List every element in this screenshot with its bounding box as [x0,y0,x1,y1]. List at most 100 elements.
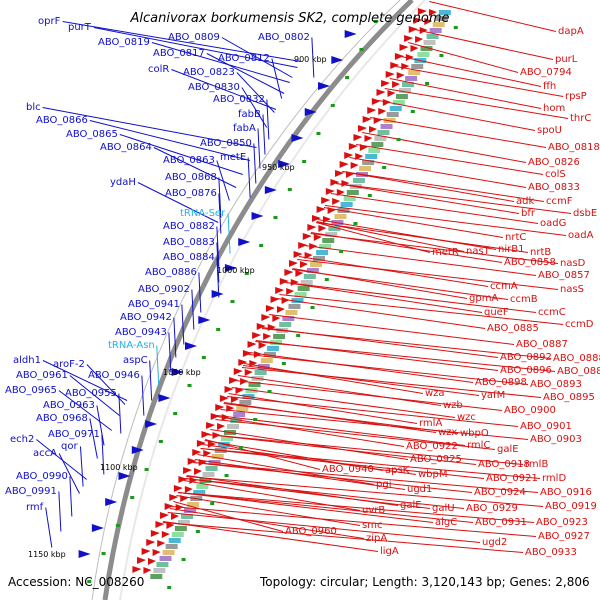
content-block [432,22,445,27]
gene-label: zipA [366,533,387,544]
leader-line [248,354,529,385]
leader-line [193,462,473,493]
forward-gene-arrow [166,522,175,529]
leader-line [261,328,552,359]
content-block [227,424,240,429]
forward-gene-arrow [353,134,363,141]
leader-line [216,160,230,201]
reverse-gene-arrow [105,498,118,506]
reverse-gene-arrow [185,342,198,350]
forward-gene-arrow [376,89,386,96]
forward-gene-arrow [178,476,188,483]
gene-label: wzc [457,412,476,423]
content-block [343,196,356,201]
tick-mark [115,524,120,527]
forward-gene-arrow [242,350,252,357]
accession-text: Accession: NC_008260 [8,575,144,589]
gene-label: rmf [26,502,44,513]
forward-gene-arrow [275,287,285,294]
tick-label: 1100 kbp [100,463,138,472]
gene-label: oadG [540,218,566,229]
tick-mark [439,54,444,57]
forward-gene-arrow [307,224,317,231]
content-block [395,94,408,99]
gene-label: ABO_0826 [528,157,580,168]
content-block [202,472,215,477]
leader-line [153,147,237,188]
gene-label: ABO_0833 [528,182,580,193]
leader-line [249,352,474,383]
gene-label: nirB1 [498,244,524,255]
forward-gene-arrow [311,215,321,222]
content-block [398,88,411,93]
leader-line [266,99,270,140]
leader-line [277,298,486,329]
forward-gene-arrow [148,558,157,565]
genome-title: Alcanivorax borkumensis SK2, complete ge… [129,11,449,26]
reverse-gene-arrow [171,368,184,376]
gene-label: fabA [233,123,256,134]
forward-gene-arrow [286,288,295,295]
gene-label: ABO_0918 [478,459,530,470]
content-block [377,130,390,135]
gene-label: spoU [537,125,562,136]
content-block [316,250,329,255]
content-block [263,352,276,357]
content-block [279,322,292,327]
reverse-gene-arrow [291,134,304,142]
gene-label: blc [26,102,41,113]
forward-gene-arrow [249,360,258,367]
tick-mark [210,502,215,505]
gene-label: ABO_0818 [548,142,600,153]
reverse-gene-arrow [118,472,131,480]
leader-line [204,439,321,470]
leader-line [141,375,145,416]
content-block [322,238,335,243]
topology-text: Topology: circular; Length: 3,120,143 bp… [259,575,590,589]
gene-label: ABO_0919 [545,501,597,512]
content-block [220,436,233,441]
forward-gene-arrow [146,539,156,546]
forward-gene-arrow [322,216,331,223]
gene-label: wzb [443,400,463,411]
content-block [402,82,415,87]
reverse-gene-arrow [278,160,291,168]
leader-line [253,143,257,184]
content-block [365,154,378,159]
forward-gene-arrow [410,45,419,52]
gene-label: purT [68,22,92,33]
tick-mark [167,586,172,589]
gene-label: rmlB [525,459,548,470]
leader-line [177,492,474,523]
content-block [420,46,433,51]
leader-line [200,448,541,479]
leader-line [194,459,406,490]
forward-gene-arrow [290,279,299,286]
gene-label: ABO_0883 [163,237,215,248]
gene-label: ABO_0940 [322,464,374,475]
forward-gene-arrow [316,206,326,213]
forward-gene-arrow [224,386,234,393]
leader-line [58,453,80,494]
gene-label: ABO_0933 [525,547,577,558]
forward-gene-arrow [219,395,229,402]
leader-line [235,380,503,411]
forward-gene-arrow [341,180,350,187]
leader-line [36,439,87,480]
tick-mark [187,384,192,387]
tick-mark [216,328,221,331]
gene-label: dapA [558,26,584,37]
leader-line [89,418,98,459]
gene-label: tRNA-Ser [180,208,226,219]
gene-label: ABO_0931 [475,517,527,528]
gene-label: ABO_0884 [163,252,215,263]
forward-gene-arrow [201,431,211,438]
leader-line [171,69,277,110]
tick-mark [130,496,135,499]
tick-mark [339,250,344,253]
gene-label: ABO_0823 [183,67,235,78]
content-block [294,292,307,297]
position-ticks [87,20,458,589]
gene-label: ABO_0830 [188,82,240,93]
content-block [429,28,442,33]
